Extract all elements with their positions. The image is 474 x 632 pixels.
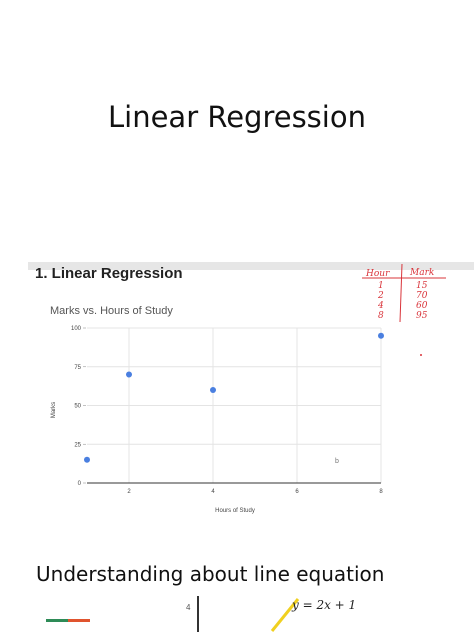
equation-label: y = 2x + 1 [292, 598, 357, 612]
slide-caption: Understanding about line equation [36, 562, 385, 586]
stray-mark: b [335, 458, 339, 465]
chart-title: Marks vs. Hours of Study [50, 305, 173, 317]
handwritten-cell: 2 [377, 291, 384, 301]
section-heading: 1. Linear Regression [35, 265, 183, 282]
handwritten-header-hour: Hour [365, 269, 390, 279]
handwritten-header-mark: Mark [409, 268, 434, 278]
mini-axis [197, 596, 199, 632]
y-axis-label: Marks [51, 402, 57, 418]
y-tick-label: 100 [71, 326, 82, 332]
embedded-top-bar [28, 262, 474, 270]
data-point [126, 371, 132, 378]
x-tick-label: 2 [127, 489, 131, 495]
y-tick-label: 75 [74, 365, 81, 371]
data-point [84, 456, 90, 463]
x-axis-label: Hours of Study [215, 508, 255, 514]
handwritten-dot [420, 354, 422, 356]
handwritten-cell: 8 [378, 311, 384, 321]
handwritten-cell: 95 [416, 311, 428, 321]
data-point [378, 332, 384, 339]
handwritten-divider [399, 263, 403, 323]
handwritten-cell: 60 [416, 301, 428, 311]
mini-tick-label: 4 [186, 603, 191, 612]
x-tick-label: 4 [211, 489, 215, 495]
y-tick-label: 50 [74, 404, 81, 410]
legend-segment-orange [68, 619, 90, 622]
x-tick-label: 8 [379, 489, 383, 495]
legend-line [46, 619, 90, 622]
tick-layer: 0 25 50 75 100 2 4 6 8 [71, 326, 383, 495]
x-tick-label: 6 [295, 489, 299, 495]
point-layer [84, 332, 384, 463]
y-tick-label: 0 [78, 481, 82, 487]
grid-layer [87, 327, 382, 484]
y-tick-label: 25 [74, 442, 81, 448]
handwritten-cell: 15 [416, 281, 428, 291]
yellow-line [270, 598, 300, 632]
handwritten-cell: 1 [378, 281, 384, 291]
handwritten-cell: 70 [416, 291, 428, 301]
handwritten-cell: 4 [377, 301, 384, 311]
data-point [210, 387, 216, 393]
handwritten-table: Hour Mark 1 15 2 70 4 60 8 95 [362, 263, 446, 356]
slide-title: Linear Regression [108, 100, 366, 134]
embedded-screenshot-frame [28, 262, 474, 562]
legend-segment-green [46, 619, 68, 622]
